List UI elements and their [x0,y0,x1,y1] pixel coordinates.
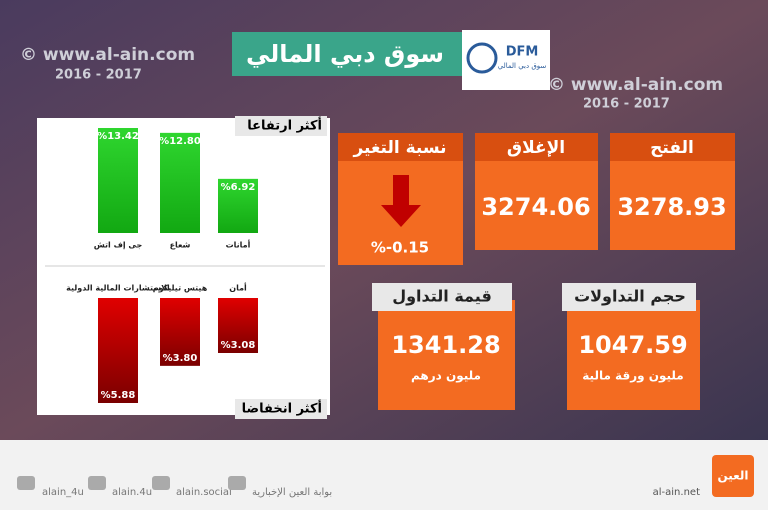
stat-trade-volume: حجم التداولات 1047.59 مليون ورقة مالية [562,283,700,410]
youtube-icon [228,476,246,490]
value-label: %3.08 [221,340,256,351]
down-arrow [381,175,421,227]
bar-name: هيتس تيليكوم [153,284,208,294]
social[interactable]: بوابة العين الإخبارية [252,487,332,498]
stat-change: نسبة التغير %-0.15 [338,133,463,265]
footer-logo [712,455,754,497]
social[interactable]: alain.4u [112,487,152,498]
stat-unit: مليون ورقة مالية [582,369,683,384]
value-label: %6.92 [221,182,256,193]
stat-trade-value: قيمة التداول 1341.28 مليون درهم [372,283,515,410]
social[interactable]: alain_4u [42,487,84,498]
value-label: %5.88 [101,390,136,401]
title-band [232,32,462,76]
stat-value: 3278.93 [617,193,726,221]
stat-open: الفتح 3278.93 [610,133,735,250]
stat-label: نسبة التغير [352,138,446,158]
facebook-icon [152,476,170,490]
logo-box [462,30,550,90]
bar-name: أمان [229,283,247,293]
watermark-years: 2016 - 2017 [55,68,142,83]
site[interactable]: al-ain.net [653,487,700,498]
watermark: © www.al-ain.com [548,75,723,95]
losers-title: أكثر انخفاضا [242,400,322,417]
value-label: %13.42 [97,131,139,142]
value-label: %3.80 [163,353,198,364]
bar-name: الاستشارات المالية الدولية [66,284,170,293]
title: سوق دبي المالي [246,40,444,68]
footer-logo-text: العين [717,469,748,483]
logo-icon [466,42,498,74]
bar-name: شعاع [170,241,191,250]
bar-name: جى إف اتش [94,241,143,251]
logo-text: DFM [506,45,539,60]
bar-name: أمانات [226,240,251,250]
twitter-icon [17,476,35,490]
stat-label: حجم التداولات [574,287,686,306]
bar [160,132,200,233]
stat-label: الفتح [650,138,694,158]
stat-unit: مليون درهم [411,369,481,384]
footer [0,440,768,510]
value-label: %12.80 [159,136,201,147]
social[interactable]: alain.social [176,487,232,498]
stat-value: 1341.28 [391,331,500,359]
stat-value: %-0.15 [371,239,429,257]
gainers-title: أكثر ارتفاعا [247,117,322,134]
bar [218,178,258,233]
logo-sub: سوق دبي المالي [498,62,547,70]
stat-value: 3274.06 [481,193,590,221]
instagram-icon [88,476,106,490]
stat-value: 1047.59 [578,331,687,359]
stat-label: الإغلاق [507,138,565,158]
label-bg [235,116,327,136]
watermark: © www.al-ain.com [20,45,195,65]
stat-label: قيمة التداول [392,287,492,306]
watermark-years: 2016 - 2017 [583,97,670,112]
bar [98,128,138,233]
bar [160,298,200,366]
bar [218,298,258,353]
label-bg [235,399,327,419]
stat-close: الإغلاق 3274.06 [475,133,598,250]
bar [98,298,138,403]
